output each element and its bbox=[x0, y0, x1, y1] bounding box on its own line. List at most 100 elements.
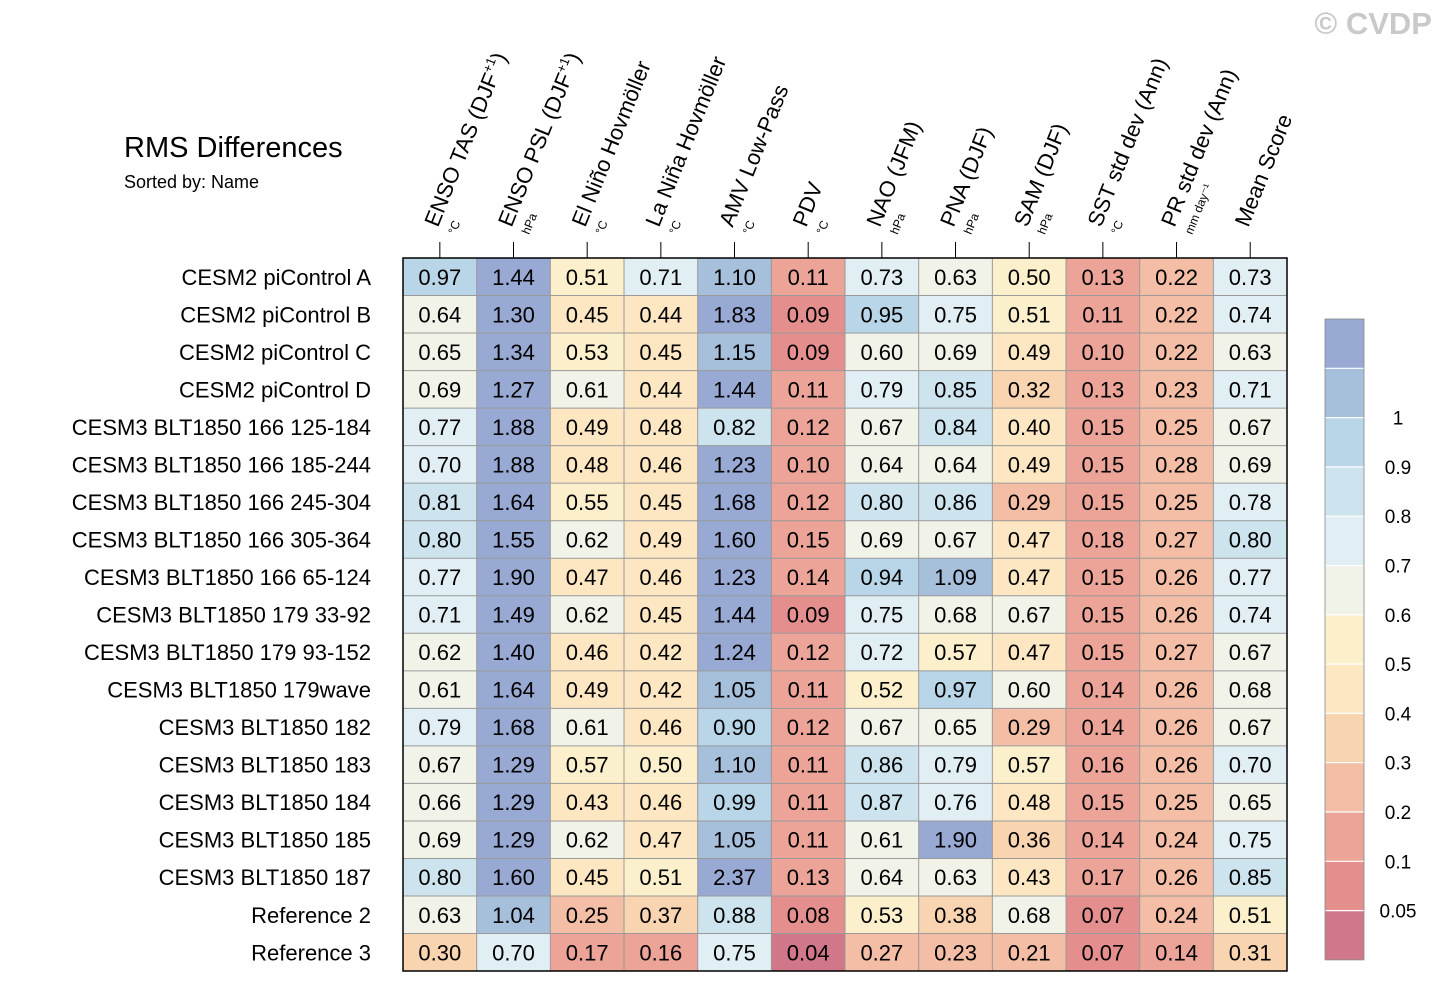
heatmap-cell bbox=[1066, 595, 1140, 634]
cell-value-label: 0.50 bbox=[1008, 265, 1051, 290]
heatmap-cell bbox=[403, 708, 477, 746]
cell-value-label: 0.57 bbox=[1008, 753, 1051, 778]
row-label: Reference 2 bbox=[251, 903, 371, 928]
heatmap-cell bbox=[771, 896, 846, 934]
cell-value-label: 0.18 bbox=[1081, 527, 1124, 552]
cell-value-label: 0.78 bbox=[1229, 490, 1272, 515]
heatmap-cell bbox=[697, 520, 772, 559]
heatmap-cell bbox=[992, 595, 1067, 634]
colorbar-tick-label: 1 bbox=[1393, 409, 1404, 430]
heatmap-cell bbox=[1139, 558, 1214, 596]
row-label: CESM3 BLT1850 166 305-364 bbox=[72, 527, 371, 552]
heatmap-cell bbox=[476, 483, 551, 521]
cell-value-label: 0.23 bbox=[934, 940, 977, 965]
column-label: El Niño Hovmöller bbox=[567, 57, 656, 230]
heatmap-cell bbox=[403, 820, 477, 859]
cell-value-label: 0.15 bbox=[1081, 452, 1124, 477]
cell-value-label: 0.53 bbox=[566, 340, 609, 365]
heatmap-cell bbox=[771, 933, 846, 972]
cell-value-label: 2.37 bbox=[713, 865, 756, 890]
heatmap-cell bbox=[550, 408, 625, 446]
heatmap-cell bbox=[403, 896, 477, 934]
cell-value-label: 0.25 bbox=[1155, 790, 1198, 815]
heatmap-cell bbox=[476, 858, 551, 897]
cell-value-label: 0.40 bbox=[1008, 415, 1051, 440]
cell-value-label: 0.29 bbox=[1008, 715, 1051, 740]
colorbar-swatch bbox=[1325, 565, 1364, 615]
cell-value-label: 1.68 bbox=[492, 715, 535, 740]
colorbar-swatch bbox=[1325, 417, 1364, 467]
cell-value-label: 1.34 bbox=[492, 340, 535, 365]
heatmap-cell bbox=[771, 633, 846, 671]
heatmap-cell bbox=[845, 820, 919, 859]
cell-value-label: 0.46 bbox=[566, 640, 609, 665]
heatmap-cell bbox=[845, 858, 919, 897]
cell-value-label: 0.52 bbox=[860, 678, 903, 703]
heatmap-cell bbox=[845, 370, 919, 409]
heatmap-cell bbox=[1213, 558, 1288, 596]
heatmap-cell bbox=[1213, 483, 1288, 521]
cell-value-label: 1.24 bbox=[713, 640, 756, 665]
heatmap-cell bbox=[624, 858, 698, 897]
cell-value-label: 0.47 bbox=[566, 565, 609, 590]
heatmap-cell bbox=[845, 408, 919, 446]
heatmap-cell bbox=[918, 333, 993, 371]
heatmap-cell bbox=[992, 933, 1067, 972]
heatmap-cell bbox=[476, 520, 551, 559]
cell-value-label: 0.61 bbox=[860, 828, 903, 853]
cell-value-label: 0.24 bbox=[1155, 828, 1198, 853]
cell-value-label: 1.55 bbox=[492, 527, 535, 552]
cell-value-label: 0.11 bbox=[788, 678, 829, 703]
cell-value-label: 0.66 bbox=[418, 790, 461, 815]
cell-value-label: 0.45 bbox=[639, 340, 682, 365]
heatmap-cell bbox=[550, 295, 625, 334]
heatmap-cell bbox=[624, 595, 698, 634]
heatmap-cell bbox=[1139, 483, 1214, 521]
cell-value-label: 0.80 bbox=[418, 865, 461, 890]
heatmap-cell bbox=[624, 295, 698, 334]
cell-value-label: 0.12 bbox=[787, 415, 830, 440]
cell-value-label: 0.77 bbox=[1229, 565, 1272, 590]
cell-value-label: 1.29 bbox=[492, 790, 535, 815]
colorbar-swatch bbox=[1325, 466, 1364, 517]
heatmap-cell bbox=[1139, 820, 1214, 859]
cell-value-label: 0.47 bbox=[1008, 527, 1051, 552]
column-header: PDV°C bbox=[788, 178, 832, 236]
column-header: Mean Score bbox=[1230, 111, 1298, 230]
cell-value-label: 0.71 bbox=[639, 265, 682, 290]
heatmap-cell bbox=[476, 896, 551, 934]
cell-value-label: 1.44 bbox=[492, 265, 535, 290]
cell-value-label: 0.61 bbox=[418, 678, 461, 703]
cell-value-label: 0.11 bbox=[1082, 302, 1123, 327]
cell-value-label: 0.45 bbox=[639, 603, 682, 628]
cell-value-label: 0.26 bbox=[1155, 715, 1198, 740]
heatmap-cell bbox=[845, 708, 919, 746]
cell-value-label: 0.99 bbox=[713, 790, 756, 815]
cell-value-label: 1.15 bbox=[713, 340, 756, 365]
heatmap-cell bbox=[771, 595, 846, 634]
cell-value-label: 0.14 bbox=[1081, 715, 1124, 740]
heatmap-cell bbox=[403, 370, 477, 409]
cell-value-label: 0.79 bbox=[860, 377, 903, 402]
heatmap-cell bbox=[1139, 520, 1214, 559]
heatmap-cell bbox=[476, 933, 551, 972]
heatmap-cell bbox=[697, 745, 772, 784]
heatmap-cell bbox=[550, 820, 625, 859]
heatmap-cell bbox=[550, 633, 625, 671]
cell-value-label: 0.09 bbox=[787, 340, 830, 365]
cell-value-label: 1.64 bbox=[492, 678, 535, 703]
heatmap-cell bbox=[697, 445, 772, 484]
heatmap-cell bbox=[624, 445, 698, 484]
cell-value-label: 0.30 bbox=[418, 940, 461, 965]
heatmap-cell bbox=[845, 745, 919, 784]
heatmap-cell bbox=[697, 258, 772, 296]
cell-value-label: 0.45 bbox=[639, 490, 682, 515]
cell-value-label: 0.49 bbox=[1008, 452, 1051, 477]
heatmap-cell bbox=[1139, 670, 1214, 709]
cell-value-label: 0.32 bbox=[1008, 377, 1051, 402]
column-unit-label: °C bbox=[593, 218, 611, 236]
cell-value-label: 0.15 bbox=[1081, 565, 1124, 590]
heatmap-cell bbox=[550, 670, 625, 709]
cell-value-label: 0.45 bbox=[566, 865, 609, 890]
heatmap-cell bbox=[992, 258, 1067, 296]
